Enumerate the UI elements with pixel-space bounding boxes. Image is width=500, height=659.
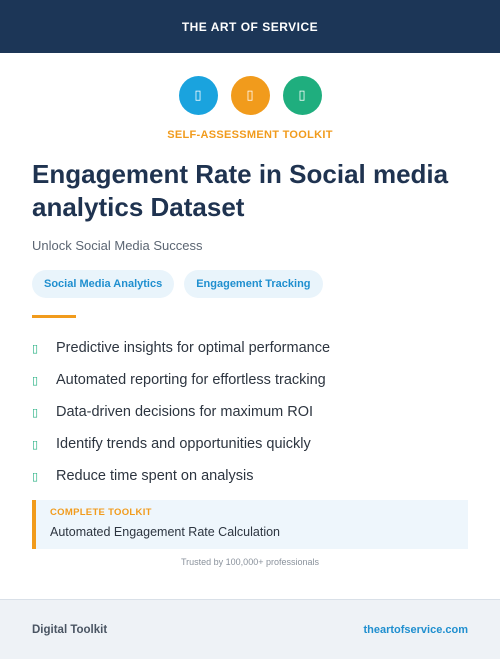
icon-row: ▯ ▯ ▯ bbox=[0, 76, 500, 115]
feature-item: ▯ Automated reporting for effortless tra… bbox=[32, 364, 330, 396]
brand-name: THE ART OF SERVICE bbox=[181, 19, 319, 34]
tag-social-media-analytics[interactable]: Social Media Analytics bbox=[32, 270, 175, 298]
accent-divider bbox=[32, 315, 76, 318]
check-icon: ▯ bbox=[32, 373, 39, 387]
page-title: Engagement Rate in Social media analytic… bbox=[32, 159, 449, 222]
check-icon: ▯ bbox=[32, 437, 39, 451]
check-icon: ▯ bbox=[32, 405, 39, 419]
chart-icon: ▯ bbox=[178, 76, 218, 115]
callout-label: COMPLETE TOOLKIT bbox=[50, 507, 152, 518]
feature-text: Automated reporting for effortless track… bbox=[56, 372, 326, 388]
feature-text: Data-driven decisions for maximum ROI bbox=[56, 404, 314, 420]
footer-label: Digital Toolkit bbox=[32, 623, 108, 636]
check-icon: ▯ bbox=[32, 469, 39, 483]
feature-item: ▯ Identify trends and opportunities quic… bbox=[32, 428, 330, 460]
check-icon: ▯ bbox=[32, 341, 39, 355]
feature-item: ▯ Predictive insights for optimal perfor… bbox=[32, 332, 330, 364]
feature-item: ▯ Data-driven decisions for maximum ROI bbox=[32, 396, 330, 428]
feature-list: ▯ Predictive insights for optimal perfor… bbox=[32, 332, 330, 492]
toolkit-callout: COMPLETE TOOLKIT Automated Engagement Ra… bbox=[32, 500, 468, 549]
growth-icon: ▯ bbox=[282, 76, 322, 115]
trust-note: Trusted by 100,000+ professionals bbox=[180, 557, 319, 567]
feature-text: Predictive insights for optimal performa… bbox=[56, 340, 331, 356]
feature-item: ▯ Reduce time spent on analysis bbox=[32, 460, 330, 492]
callout-text: Automated Engagement Rate Calculation bbox=[50, 525, 281, 539]
toolkit-kicker: SELF-ASSESSMENT TOOLKIT bbox=[167, 129, 333, 141]
tag-engagement-tracking[interactable]: Engagement Tracking bbox=[184, 270, 323, 298]
page-subtitle: Unlock Social Media Success bbox=[32, 238, 203, 253]
feature-text: Reduce time spent on analysis bbox=[56, 468, 254, 484]
website-link[interactable]: theartofservice.com bbox=[363, 623, 468, 636]
header-bar: THE ART OF SERVICE bbox=[0, 0, 500, 53]
feature-text: Identify trends and opportunities quickl… bbox=[56, 436, 311, 452]
footer-bar: Digital Toolkit theartofservice.com bbox=[0, 599, 500, 659]
target-icon: ▯ bbox=[230, 76, 270, 115]
tag-list: Social Media Analytics Engagement Tracki… bbox=[32, 270, 323, 298]
